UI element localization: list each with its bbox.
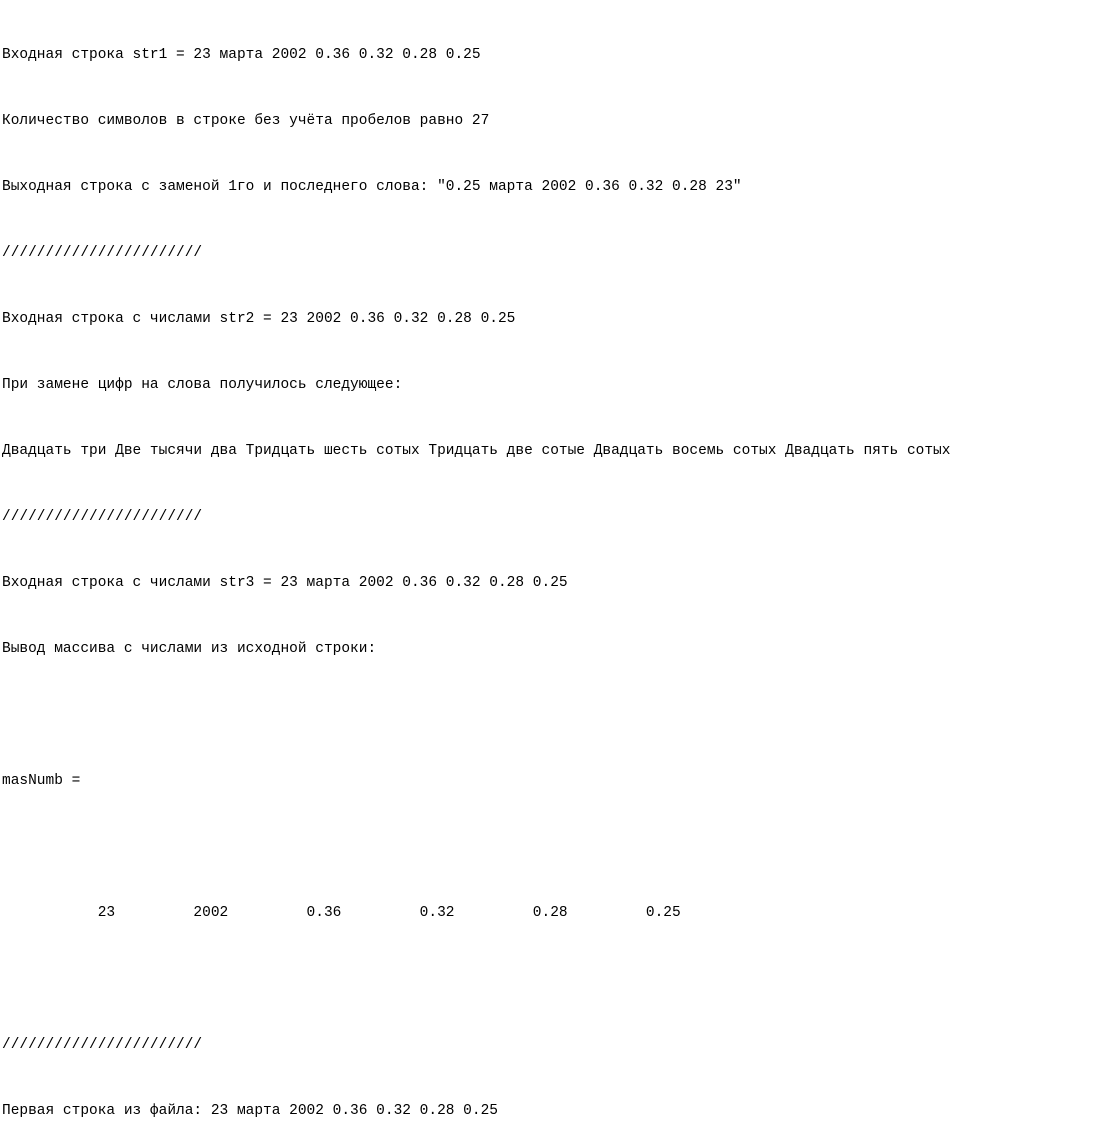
separator-line-2: /////////////////////// bbox=[2, 509, 203, 525]
separator-line-3: /////////////////////// bbox=[2, 1037, 203, 1053]
separator-line-1: /////////////////////// bbox=[2, 245, 203, 261]
blank-line bbox=[2, 836, 1104, 858]
console-line-3: Выходная строка с заменой 1го и последне… bbox=[2, 179, 742, 195]
console-line-2: Количество символов в строке без учёта п… bbox=[2, 113, 490, 129]
masnumb-values: 23 2002 0.36 0.32 0.28 0.25 bbox=[2, 905, 681, 921]
console-line-7: Двадцать три Две тысячи два Тридцать шес… bbox=[2, 443, 951, 459]
console-line-9: Входная строка с числами str3 = 23 марта… bbox=[2, 575, 568, 591]
blank-line bbox=[2, 968, 1104, 990]
console-line-5: Входная строка с числами str2 = 23 2002 … bbox=[2, 311, 516, 327]
masnumb-label: masNumb = bbox=[2, 773, 81, 789]
console-output: Входная строка str1 = 23 марта 2002 0.36… bbox=[2, 0, 1104, 1119]
console-line-1: Входная строка str1 = 23 марта 2002 0.36… bbox=[2, 47, 481, 63]
console-line-10: Вывод массива с числами из исходной стро… bbox=[2, 641, 377, 657]
console-line-6: При замене цифр на слова получилось след… bbox=[2, 377, 403, 393]
blank-line bbox=[2, 704, 1104, 726]
console-line-17: Первая строка из файла: 23 марта 2002 0.… bbox=[2, 1103, 498, 1119]
